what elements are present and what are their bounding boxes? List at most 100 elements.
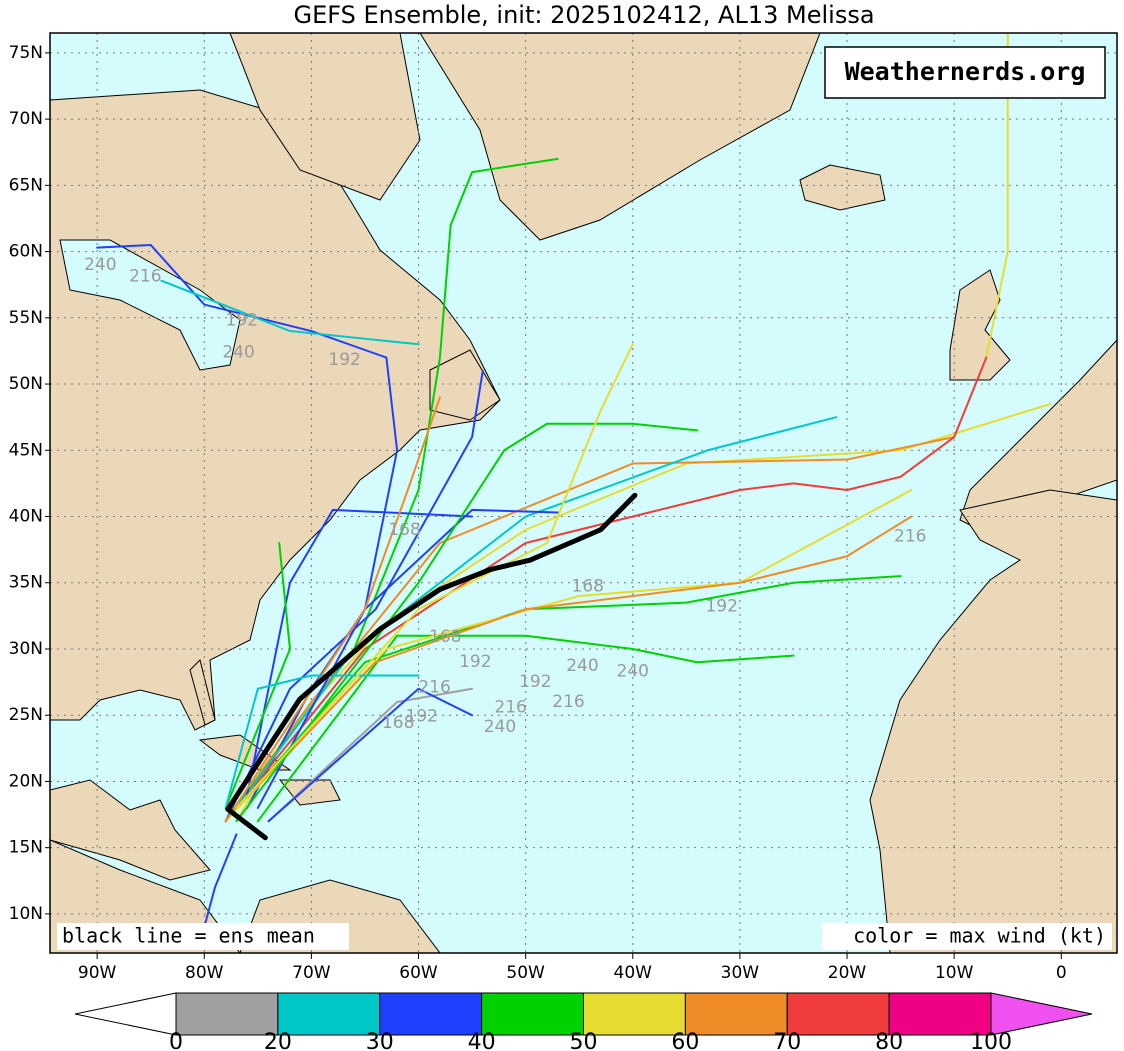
lat-tick-label: 45N: [9, 440, 43, 460]
member-track: [224, 674, 420, 809]
colorbar: 0 20 30 40 50 60 70 80 100: [74, 992, 1093, 1051]
member-track: [246, 508, 474, 796]
member-track: [235, 515, 913, 809]
member-track: [224, 396, 441, 823]
colorbar-segment: [684, 992, 788, 1036]
lon-tick-label: 0: [1056, 963, 1067, 983]
lon-tick-label: 40W: [614, 963, 653, 983]
colorbar-segment: [277, 992, 381, 1036]
member-track: [256, 508, 559, 809]
colorbar-label: 70: [773, 1030, 801, 1051]
lat-tick-label: 70N: [9, 109, 43, 129]
colorbar-label: 0: [169, 1030, 183, 1051]
colorbar-label: 20: [264, 1030, 292, 1051]
hour-label: 168: [572, 577, 604, 597]
member-track: [160, 279, 420, 346]
lat-tick-label: 75N: [9, 43, 43, 63]
lon-tick-label: 50W: [506, 963, 545, 983]
greenland: [419, 33, 821, 241]
lon-tick-label: 10W: [935, 963, 974, 983]
lat-tick-label: 55N: [9, 308, 43, 328]
hour-label: 192: [406, 707, 438, 727]
lat-tick-label: 20N: [9, 771, 43, 791]
hour-label: 192: [226, 310, 258, 330]
hour-label: 240: [484, 717, 516, 737]
hour-label: 216: [552, 692, 584, 712]
hour-label: 216: [418, 677, 450, 697]
hour-label: 240: [222, 342, 254, 362]
lon-tick-label: 80W: [185, 963, 224, 983]
lon-tick-label: 90W: [78, 963, 117, 983]
member-track: [203, 833, 238, 929]
lat-tick-label: 25N: [9, 705, 43, 725]
baffin-island: [229, 33, 421, 201]
lon-tick-label: 60W: [399, 963, 438, 983]
africa-iberia: [869, 489, 1117, 953]
hour-label: 216: [894, 526, 926, 546]
uk: [949, 269, 1011, 381]
member-track: [224, 356, 988, 823]
colorbar-segment: [379, 992, 483, 1036]
plot-frame: [49, 32, 1118, 954]
lat-tick-label: 50N: [9, 374, 43, 394]
tracks: [96, 33, 1052, 929]
colorbar-label: 80: [875, 1030, 903, 1051]
note-box: [57, 923, 349, 950]
hour-label: 240: [84, 255, 116, 275]
lat-tick-label: 15N: [9, 838, 43, 858]
lon-tick-label: 20W: [828, 963, 867, 983]
colorbar-label: 50: [570, 1030, 598, 1051]
hour-label: 240: [617, 662, 649, 682]
grid: [50, 33, 1117, 953]
hour-label: 192: [705, 597, 737, 617]
lon-tick-label: 30W: [721, 963, 760, 983]
hour-label: 168: [382, 713, 414, 733]
hour-label: 192: [328, 350, 360, 370]
member-track: [224, 542, 291, 809]
hour-label: 192: [459, 652, 491, 672]
hour-label: 216: [129, 267, 161, 287]
colorbar-label: 100: [970, 1030, 1012, 1051]
iceland: [799, 164, 886, 211]
member-track: [267, 687, 474, 823]
note-right: color = max wind (kt): [853, 924, 1106, 948]
lat-tick-label: 65N: [9, 175, 43, 195]
member-track: [235, 343, 634, 809]
member-track: [256, 634, 795, 823]
lat-tick-label: 35N: [9, 573, 43, 593]
newfoundland: [429, 349, 501, 421]
colorbar-label: 60: [671, 1030, 699, 1051]
note-left: black line = ens mean: [62, 924, 315, 948]
lon-tick-label: 70W: [292, 963, 331, 983]
member-track: [224, 436, 956, 823]
colorbar-label: 40: [468, 1030, 496, 1051]
member-track: [224, 369, 484, 823]
member-track: [267, 687, 474, 823]
colorbar-segment: [481, 992, 584, 1036]
colorbar-over: [990, 992, 1093, 1036]
colorbar-under: [74, 992, 177, 1036]
florida: [189, 659, 216, 726]
note-box: [822, 923, 1112, 950]
lat-tick-label: 30N: [9, 639, 43, 659]
hudson-bay: [59, 239, 241, 371]
lat-tick-label: 60N: [9, 242, 43, 262]
colorbar-label: 30: [366, 1030, 394, 1051]
hour-label: 168: [388, 520, 420, 540]
colorbar-segment: [175, 992, 279, 1036]
member-track: [224, 575, 902, 823]
mexico: [50, 779, 211, 881]
north-america: [50, 89, 501, 731]
watermark-box: [824, 46, 1106, 99]
axes: 90W 80W 70W 60W 50W 40W 30W 20W 10W 0 75N 70N 65N 60N…: [9, 43, 1067, 983]
colorbar-segment: [786, 992, 890, 1036]
lat-tick-label: 10N: [9, 904, 43, 924]
watermark: Weathernerds.org: [845, 57, 1086, 86]
hour-label: 240: [566, 656, 598, 676]
hour-label: 168: [429, 627, 461, 647]
colorbar-segment: [888, 992, 992, 1036]
lat-tick-label: 40N: [9, 507, 43, 527]
land-layer: [50, 33, 1117, 953]
